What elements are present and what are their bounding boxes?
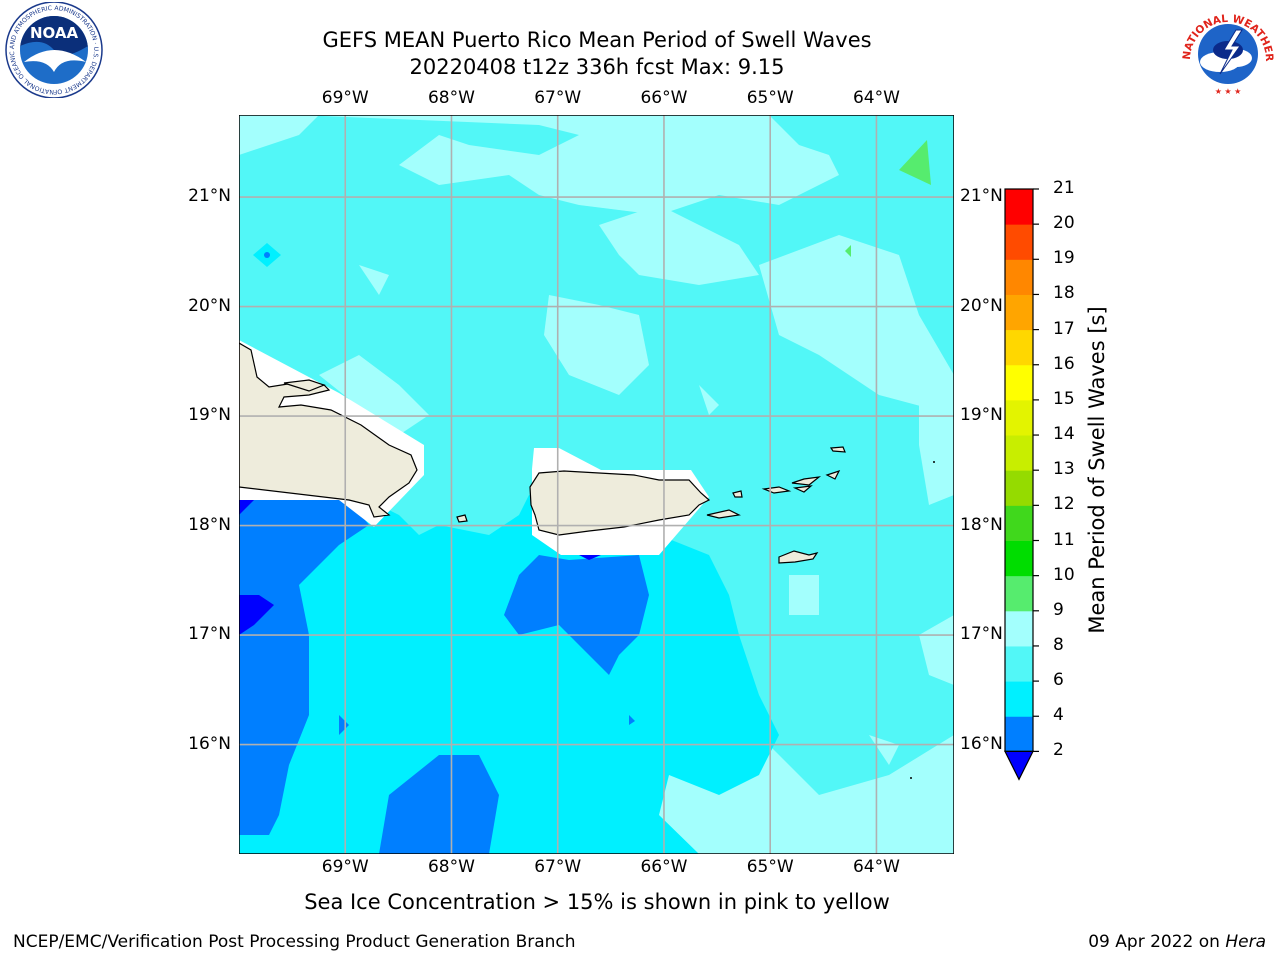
colorbar-tick-label: 8 bbox=[1053, 634, 1064, 655]
footer-date: 09 Apr 2022 on Hera bbox=[1088, 932, 1266, 952]
colorbar-tick-label: 18 bbox=[1053, 283, 1075, 304]
lon-tick-label-bot: 66°W bbox=[640, 857, 688, 877]
lat-tick-label-left: 17°N bbox=[188, 624, 231, 645]
colorbar-tick-label: 10 bbox=[1053, 564, 1075, 585]
hispaniola-offshore-island bbox=[283, 379, 326, 392]
lat-tick-label-right: 19°N bbox=[960, 405, 1003, 426]
land-masses bbox=[239, 342, 846, 564]
lat-tick-label-left: 19°N bbox=[188, 405, 231, 426]
lon-tick-label-bot: 69°W bbox=[321, 857, 369, 877]
colorbar-tick-label: 21 bbox=[1053, 178, 1075, 198]
lon-tick-label-top: 67°W bbox=[534, 88, 582, 108]
colorbar-tick-label: 4 bbox=[1053, 705, 1064, 726]
colorbar-tick-label: 16 bbox=[1053, 353, 1075, 374]
lat-tick-label-right: 18°N bbox=[960, 514, 1003, 535]
colorbar-bin bbox=[1005, 435, 1033, 471]
colorbar-tick-label: 14 bbox=[1053, 424, 1075, 445]
colorbar-bin bbox=[1005, 364, 1033, 401]
swell-period-map bbox=[239, 115, 954, 854]
colorbar bbox=[1004, 188, 1039, 781]
lon-tick-label-bot: 68°W bbox=[427, 857, 475, 877]
footer-host: Hera bbox=[1225, 932, 1266, 952]
ocean-2-4s-regions bbox=[239, 500, 649, 854]
colorbar-bin bbox=[1005, 540, 1033, 577]
colorbar-tick-label: 19 bbox=[1053, 248, 1075, 269]
colorbar-tick-label: 11 bbox=[1053, 529, 1075, 550]
st-croix bbox=[778, 550, 819, 564]
lon-tick-label-bot: 67°W bbox=[534, 857, 582, 877]
svg-text:★ ★ ★: ★ ★ ★ bbox=[1215, 87, 1242, 96]
colorbar-bin bbox=[1005, 470, 1033, 506]
lon-tick-label-top: 64°W bbox=[852, 88, 900, 108]
map-gridlines bbox=[239, 115, 954, 854]
colorbar-bin bbox=[1005, 189, 1033, 225]
colorbar-tick-label: 15 bbox=[1053, 388, 1075, 409]
colorbar-tick-label: 2 bbox=[1053, 740, 1064, 761]
colorbar-bin bbox=[1005, 575, 1033, 612]
colorbar-bin bbox=[1005, 294, 1033, 331]
lat-tick-label-left: 18°N bbox=[188, 514, 231, 535]
colorbar-tick-label: 20 bbox=[1053, 213, 1075, 234]
colorbar-under-arrow bbox=[1004, 750, 1034, 781]
lon-tick-label-bot: 65°W bbox=[746, 857, 794, 877]
footer-credit: NCEP/EMC/Verification Post Processing Pr… bbox=[13, 932, 576, 952]
colorbar-bin bbox=[1005, 259, 1033, 295]
colorbar-bin bbox=[1005, 716, 1033, 752]
colorbar-bin bbox=[1005, 681, 1033, 717]
lat-tick-label-right: 16°N bbox=[960, 733, 1003, 754]
footer-date-text: 09 Apr 2022 on bbox=[1088, 932, 1226, 952]
lon-tick-label-top: 66°W bbox=[640, 88, 688, 108]
vieques bbox=[706, 509, 741, 519]
colorbar-bin bbox=[1005, 399, 1033, 436]
colorbar-tick-label: 6 bbox=[1053, 670, 1064, 691]
colorbar-title: Mean Period of Swell Waves [s] bbox=[1085, 306, 1109, 634]
colorbar-bin bbox=[1005, 505, 1033, 541]
svg-text:NOAA: NOAA bbox=[30, 24, 79, 42]
colorbar-tick-label: 9 bbox=[1053, 599, 1064, 620]
lon-tick-label-top: 65°W bbox=[746, 88, 794, 108]
map-subtitle-run: 20220408 t12z 336h fcst Max: 9.15 bbox=[409, 55, 785, 79]
colorbar-tick-label: 17 bbox=[1053, 318, 1075, 339]
nws-logo: NATIONAL WEATHER SERVICE ★ ★ ★ bbox=[1178, 0, 1276, 98]
ocean-9-10s-patch bbox=[845, 140, 931, 257]
lat-tick-label-left: 20°N bbox=[188, 295, 231, 316]
lat-tick-label-left: 21°N bbox=[188, 186, 231, 207]
colorbar-tick-label: 13 bbox=[1053, 459, 1075, 480]
ocean-under-2s-patches bbox=[239, 500, 601, 635]
lon-tick-label-top: 68°W bbox=[427, 88, 475, 108]
map-title: GEFS MEAN Puerto Rico Mean Period of Swe… bbox=[322, 28, 872, 52]
lat-tick-label-right: 20°N bbox=[960, 295, 1003, 316]
colorbar-bin bbox=[1005, 329, 1033, 366]
mona-island bbox=[456, 514, 468, 523]
noaa-logo: NATIONAL OCEANIC AND ATMOSPHERIC ADMINIS… bbox=[2, 2, 103, 98]
lat-tick-label-left: 16°N bbox=[188, 733, 231, 754]
colorbar-bin bbox=[1005, 645, 1033, 682]
lat-tick-label-right: 17°N bbox=[960, 624, 1003, 645]
colorbar-bin bbox=[1005, 610, 1033, 647]
lon-tick-label-bot: 64°W bbox=[852, 857, 900, 877]
lon-tick-label-top: 69°W bbox=[321, 88, 369, 108]
lat-tick-label-right: 21°N bbox=[960, 186, 1003, 207]
sea-ice-note: Sea Ice Concentration > 15% is shown in … bbox=[304, 890, 890, 914]
colorbar-bin bbox=[1005, 224, 1033, 260]
colorbar-tick-label: 12 bbox=[1053, 494, 1075, 515]
